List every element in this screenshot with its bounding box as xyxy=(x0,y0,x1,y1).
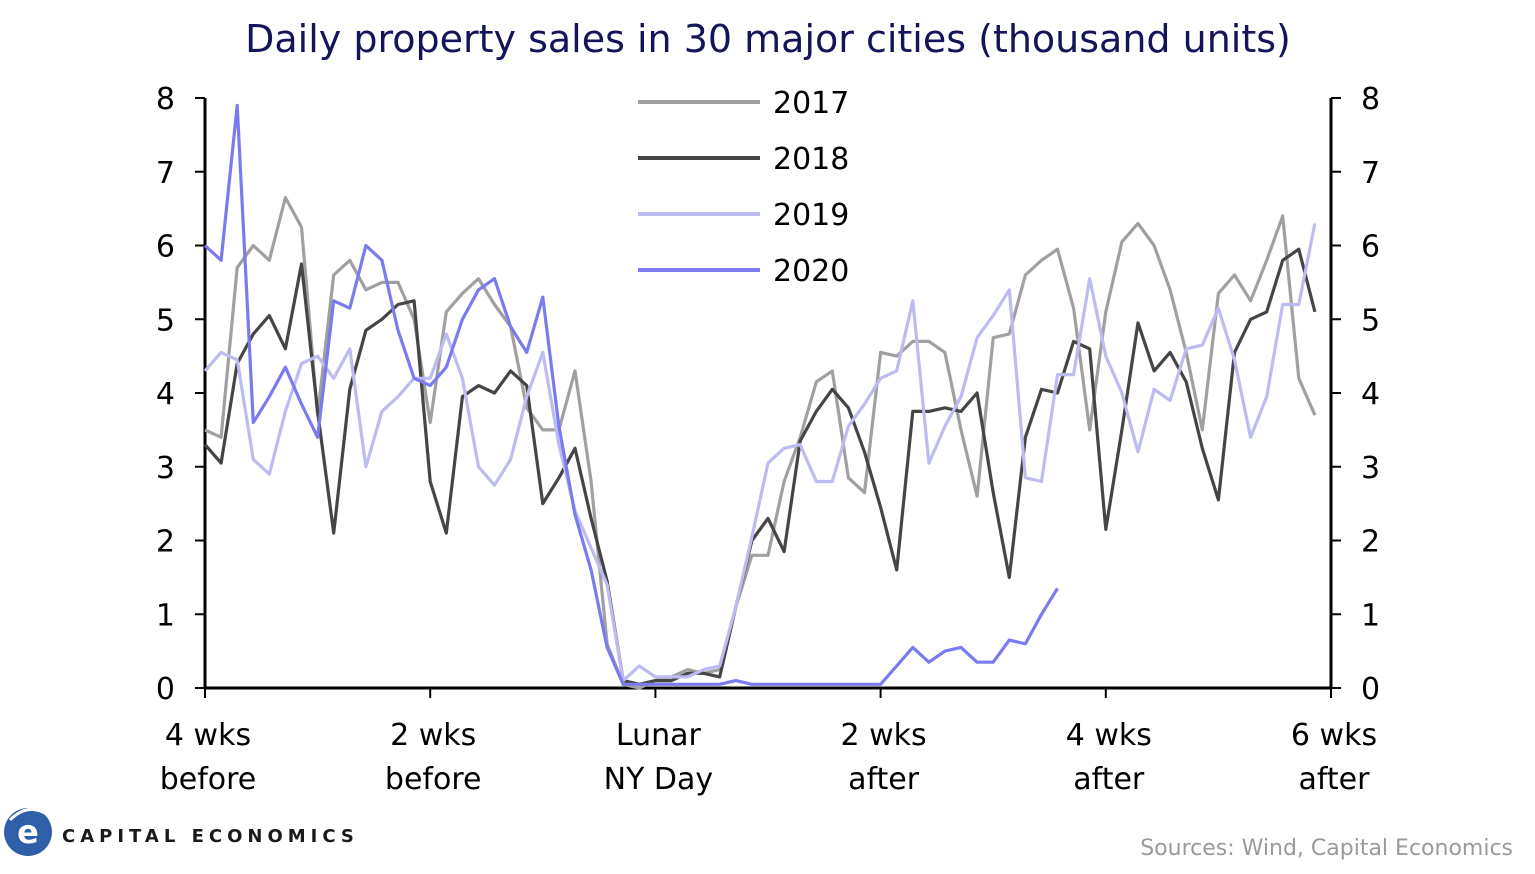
y-tick-label-right: 4 xyxy=(1361,377,1380,412)
x-tick-label: NY Day xyxy=(604,762,714,797)
y-tick-label-right: 1 xyxy=(1361,598,1380,633)
y-tick-label-left: 5 xyxy=(156,303,175,338)
x-tick-label: 2 wks xyxy=(390,718,476,753)
series-line-2020 xyxy=(203,103,1059,686)
brand-name: CAPITAL ECONOMICS xyxy=(62,826,359,847)
y-tick-label-left: 7 xyxy=(156,156,175,191)
logo-circle xyxy=(4,808,52,856)
legend: 2017 2018 2019 2020 xyxy=(638,86,849,289)
y-tick-label-left: 8 xyxy=(156,82,175,117)
series-line-2017 xyxy=(204,196,1317,690)
y-tick-label-right: 0 xyxy=(1361,672,1380,707)
y-tick-label-right: 8 xyxy=(1361,82,1380,117)
x-tick-label: after xyxy=(1299,762,1371,797)
y-tick-label-left: 1 xyxy=(156,598,175,633)
logo-letter: e xyxy=(17,813,39,851)
y-tick-label-left: 3 xyxy=(156,451,175,486)
x-tick-label: Lunar xyxy=(616,718,702,753)
logo-swoosh xyxy=(8,808,53,822)
x-tick-label: 2 wks xyxy=(841,718,927,753)
axes: 0 0 1 1 2 2 3 3 4 4 5 5 6 6 7 7 8 8 4 wks before 2 wks before… xyxy=(156,82,1380,797)
series-line-2019 xyxy=(203,223,1317,683)
legend-label-2018: 2018 xyxy=(773,142,849,177)
chart-title: Daily property sales in 30 major cities … xyxy=(245,17,1291,61)
y-tick-label-left: 4 xyxy=(156,377,175,412)
y-tick-label-right: 6 xyxy=(1361,230,1380,265)
x-tick-label: 4 wks xyxy=(165,718,251,753)
y-tick-label-left: 6 xyxy=(156,230,175,265)
legend-label-2017: 2017 xyxy=(773,86,849,121)
series-layer xyxy=(203,103,1317,690)
y-tick-label-right: 3 xyxy=(1361,451,1380,486)
y-tick-label-right: 7 xyxy=(1361,156,1380,191)
x-tick-label: after xyxy=(848,762,920,797)
legend-label-2019: 2019 xyxy=(773,198,849,233)
x-tick-label: after xyxy=(1073,762,1145,797)
brand-logo: e CAPITAL ECONOMICS xyxy=(4,808,359,856)
x-tick-label: before xyxy=(385,762,482,797)
series-line-2018 xyxy=(203,247,1317,686)
x-tick-label: before xyxy=(160,762,257,797)
source-note: Sources: Wind, Capital Economics xyxy=(1140,836,1513,861)
y-tick-label-left: 2 xyxy=(156,525,175,560)
x-tick-label: 4 wks xyxy=(1066,718,1152,753)
y-tick-label-left: 0 xyxy=(156,672,175,707)
legend-label-2020: 2020 xyxy=(773,254,849,289)
x-tick-label: 6 wks xyxy=(1291,718,1377,753)
y-tick-label-right: 2 xyxy=(1361,525,1380,560)
y-tick-label-right: 5 xyxy=(1361,303,1380,338)
